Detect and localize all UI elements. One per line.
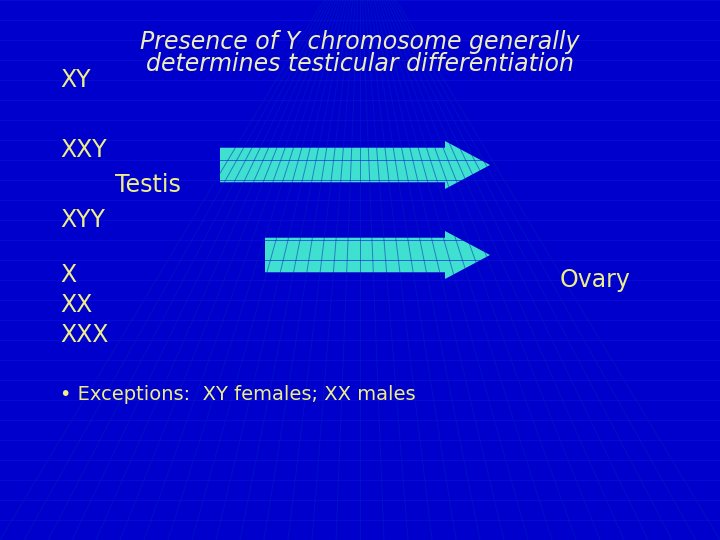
Text: XXX: XXX [60,323,109,347]
Text: Ovary: Ovary [560,268,631,292]
Text: XXY: XXY [60,138,107,162]
Text: Presence of Y chromosome generally: Presence of Y chromosome generally [140,30,580,54]
Text: X: X [60,263,76,287]
Text: Testis: Testis [115,173,181,197]
Polygon shape [265,231,490,279]
Text: XYY: XYY [60,208,105,232]
Text: • Exceptions:  XY females; XX males: • Exceptions: XY females; XX males [60,386,415,404]
Text: determines testicular differentiation: determines testicular differentiation [146,52,574,76]
Polygon shape [220,141,490,189]
Text: XY: XY [60,68,91,92]
Text: XX: XX [60,293,92,317]
